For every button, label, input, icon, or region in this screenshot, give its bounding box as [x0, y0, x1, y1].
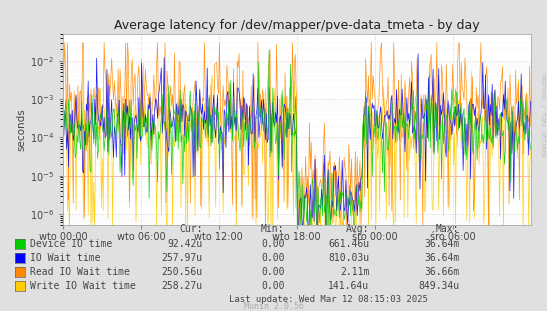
Text: Read IO Wait time: Read IO Wait time [30, 267, 130, 277]
Text: 849.34u: 849.34u [418, 281, 459, 291]
Text: 0.00: 0.00 [261, 267, 284, 277]
Text: Device IO time: Device IO time [30, 239, 112, 249]
Text: 661.46u: 661.46u [328, 239, 369, 249]
Text: 257.97u: 257.97u [161, 253, 202, 263]
Title: Average latency for /dev/mapper/pve-data_tmeta - by day: Average latency for /dev/mapper/pve-data… [114, 19, 480, 32]
Text: IO Wait time: IO Wait time [30, 253, 101, 263]
Text: 2.11m: 2.11m [340, 267, 369, 277]
Text: 36.66m: 36.66m [424, 267, 459, 277]
Text: Write IO Wait time: Write IO Wait time [30, 281, 136, 291]
Text: 141.64u: 141.64u [328, 281, 369, 291]
Text: 0.00: 0.00 [261, 281, 284, 291]
Text: 36.64m: 36.64m [424, 253, 459, 263]
Text: 250.56u: 250.56u [161, 267, 202, 277]
Text: Cur:: Cur: [179, 224, 202, 234]
Text: Last update: Wed Mar 12 08:15:03 2025: Last update: Wed Mar 12 08:15:03 2025 [229, 295, 428, 304]
Text: 36.64m: 36.64m [424, 239, 459, 249]
Text: Max:: Max: [436, 224, 459, 234]
Text: Min:: Min: [261, 224, 284, 234]
Text: 92.42u: 92.42u [167, 239, 202, 249]
Text: Avg:: Avg: [346, 224, 369, 234]
Text: 0.00: 0.00 [261, 239, 284, 249]
Text: 810.03u: 810.03u [328, 253, 369, 263]
Text: 258.27u: 258.27u [161, 281, 202, 291]
Y-axis label: seconds: seconds [17, 109, 27, 151]
Text: RRDTOOL / TOBI OETIKER: RRDTOOL / TOBI OETIKER [540, 74, 545, 156]
Text: Munin 2.0.56: Munin 2.0.56 [243, 302, 304, 311]
Text: 0.00: 0.00 [261, 253, 284, 263]
